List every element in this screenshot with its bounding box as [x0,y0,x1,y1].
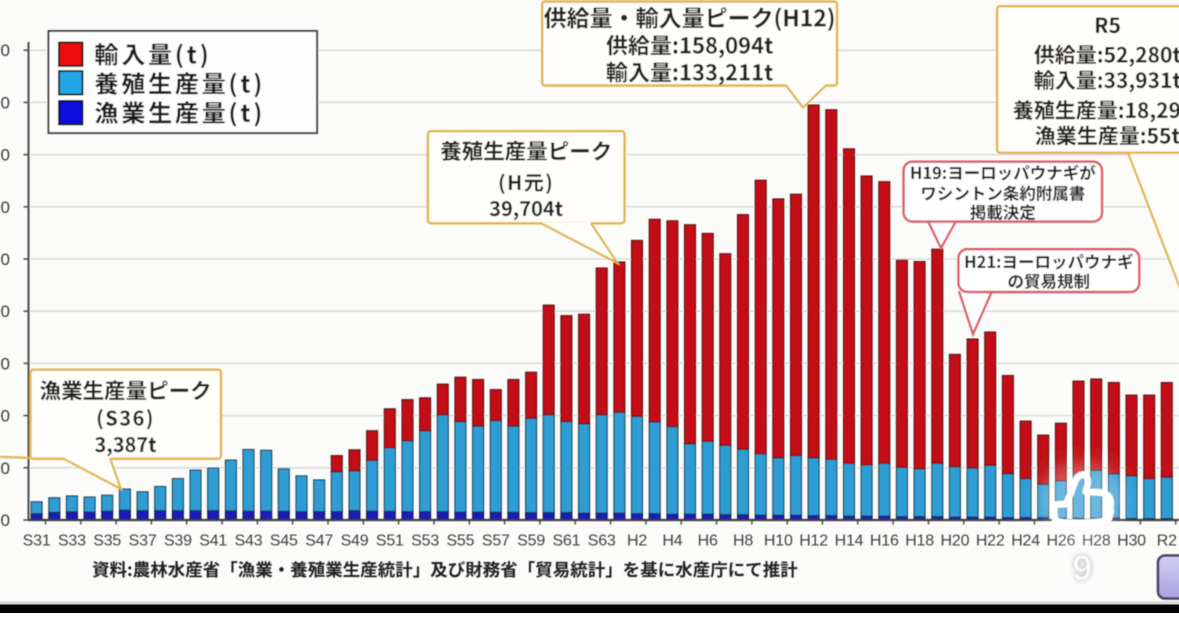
svg-text:H14: H14 [835,533,864,550]
svg-text:S39: S39 [164,533,192,550]
svg-text:9: 9 [1073,549,1092,587]
svg-text:0: 0 [1,146,10,165]
svg-text:R2: R2 [1157,533,1177,550]
svg-text:S53: S53 [411,533,439,550]
svg-text:S31: S31 [23,533,51,550]
svg-text:H16: H16 [870,533,899,550]
svg-text:H24: H24 [1011,533,1040,550]
svg-text:S35: S35 [93,533,121,550]
svg-text:0: 0 [1,407,10,426]
svg-text:H4: H4 [662,533,682,550]
svg-text:S33: S33 [58,533,86,550]
svg-text:S49: S49 [341,533,369,550]
svg-text:S63: S63 [588,533,616,550]
svg-text:H12: H12 [799,533,828,550]
svg-text:H26: H26 [1047,533,1076,550]
svg-text:H10: H10 [764,533,793,550]
svg-text:S41: S41 [199,533,227,550]
svg-text:0: 0 [1,459,10,478]
svg-text:H20: H20 [941,533,970,550]
svg-text:H8: H8 [733,533,753,550]
svg-text:S47: S47 [305,533,333,550]
svg-text:0: 0 [1,41,10,60]
svg-text:0: 0 [1,302,10,321]
svg-text:H6: H6 [698,533,718,550]
svg-text:S59: S59 [517,533,545,550]
svg-text:S51: S51 [376,533,404,550]
svg-text:9: 9 [1073,549,1092,587]
svg-text:0: 0 [1,511,10,530]
svg-text:0: 0 [1,250,10,269]
svg-text:S55: S55 [446,533,474,550]
svg-text:H18: H18 [905,533,934,550]
svg-text:S57: S57 [482,533,510,550]
svg-text:0: 0 [1,354,10,373]
svg-text:S61: S61 [552,533,580,550]
svg-text:H30: H30 [1117,533,1146,550]
svg-text:S43: S43 [235,533,263,550]
svg-text:H22: H22 [976,533,1005,550]
svg-text:0: 0 [1,93,10,112]
svg-text:0: 0 [1,198,10,217]
svg-text:S45: S45 [270,533,298,550]
svg-text:S37: S37 [129,533,157,550]
svg-text:H2: H2 [627,533,647,550]
